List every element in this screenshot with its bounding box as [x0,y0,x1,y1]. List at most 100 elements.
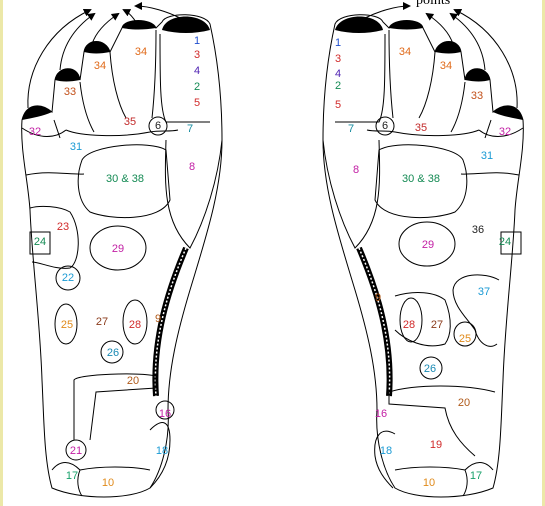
right-toe4-base [450,81,492,139]
right-toe5-base [478,127,524,137]
right-oval-28 [399,297,423,343]
right-point-label: 24 [499,236,511,248]
right-point-label: 27 [431,319,443,331]
left-toe3-base [109,51,127,119]
left-point-label: 7 [187,123,193,135]
left-point-label: 31 [70,141,82,153]
right-point-label: 29 [422,239,434,251]
right-point-label: 20 [458,397,470,409]
right-point-label: 16 [375,408,387,420]
left-toe4-nail [55,68,80,82]
left-point-label: 26 [107,347,119,359]
right-heel-split [462,469,468,497]
left-point-label: 33 [64,86,76,98]
left-point-label: 22 [62,272,74,284]
right-toe3-base [418,51,436,119]
left-oval-25 [54,303,78,345]
right-point-label: 2 [335,80,341,92]
right-point-label: 26 [424,363,436,375]
right-circle-26 [419,356,443,380]
left-line-a [25,172,85,176]
right-arrow-3 [425,12,454,45]
right-point-label: 17 [470,470,482,482]
right-foot-outline [322,14,524,498]
right-point-label: 34 [440,60,452,72]
right-toe3-nail [435,41,461,54]
right-toe2-base [388,29,394,119]
left-point-label: 21 [70,445,82,457]
right-heel-line [394,462,494,471]
left-toe4-base [53,81,95,139]
left-arrow-1 [27,8,92,109]
right-point-label: 4 [335,68,341,80]
left-toe2-nail [122,20,156,30]
left-point-label: 30 & 38 [106,173,144,185]
right-point-label: 6 [382,120,388,132]
right-point-label: 28 [403,319,415,331]
left-circle-29 [89,225,147,271]
right-point-label: 35 [415,122,427,134]
right-region-30-38 [374,144,468,219]
left-toe3-nail [84,41,110,54]
right-point-label: 34 [399,46,411,58]
left-arrow-4 [122,9,137,23]
right-point-label: 8 [353,164,359,176]
left-region-18 [149,422,171,489]
left-circle-6 [148,116,168,136]
left-point-label: 17 [66,470,78,482]
left-point-label: 29 [112,243,124,255]
right-region-27 [394,292,451,347]
left-point-label: 2 [194,81,200,93]
left-arch-region [164,139,223,249]
left-point-label: 27 [96,316,108,328]
left-toe2-base [151,29,157,119]
left-point-label: 9 [155,313,161,325]
right-toe4-nail [465,68,490,82]
left-toe5-base [21,127,67,137]
left-circle-22 [55,265,81,291]
left-bigtoe-nail [162,16,210,33]
left-point-label: 35 [124,116,136,128]
left-point-label: 32 [29,126,41,138]
right-toe2-nail [389,20,423,30]
left-point-label: 16 [159,408,171,420]
left-region-23 [29,205,79,269]
left-point-label: 34 [94,60,106,72]
right-line-a [460,172,520,176]
left-circle-16 [155,400,175,420]
right-point-label: 37 [478,286,490,298]
right-point-label: 3 [335,53,341,65]
left-point-label: 6 [155,120,161,132]
left-point-label: 10 [102,477,114,489]
left-region-30-38 [77,144,171,219]
right-arrow-1 [453,8,518,109]
right-point-label: 1 [335,37,341,49]
right-point-label: 19 [430,439,442,451]
right-bigtoe-nail [335,16,383,33]
left-toe5-nail [22,105,52,120]
right-arrow-4 [364,2,411,19]
page-left-edge [0,0,3,506]
right-point-label: 31 [481,150,493,162]
left-box-24 [29,231,51,255]
right-region-20 [388,385,496,457]
right-point-label: 32 [499,126,511,138]
right-circle-6 [375,116,395,136]
right-point-label: 10 [423,477,435,489]
left-spine-dots [154,247,187,397]
left-point-label: 8 [189,161,195,173]
left-point-label: 34 [135,46,147,58]
left-point-label: 28 [129,319,141,331]
right-arch-region [322,139,381,249]
right-region-18 [374,430,396,489]
left-point-label: 18 [156,445,168,457]
left-point-label: 3 [194,49,200,61]
right-point-label: 30 & 38 [402,173,440,185]
right-ball-line [366,129,480,137]
right-box-24 [500,231,522,255]
right-point-label: 25 [459,333,471,345]
